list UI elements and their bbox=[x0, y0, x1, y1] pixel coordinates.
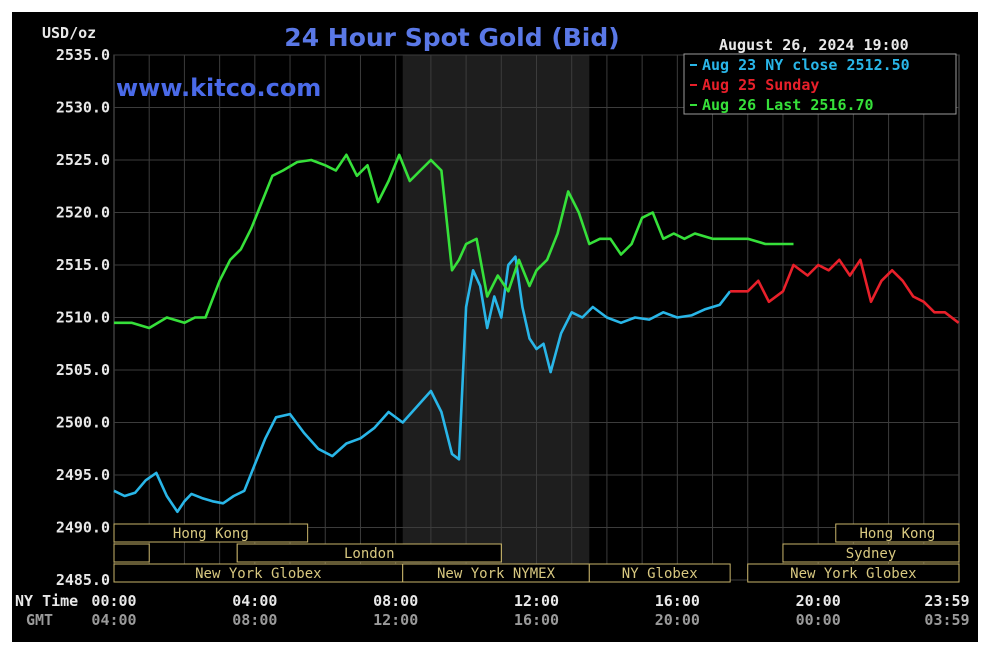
y-unit-label: USD/oz bbox=[42, 24, 96, 42]
series-line-aug-26 bbox=[114, 153, 794, 330]
session-sydney-label: Sydney bbox=[846, 546, 897, 562]
x-tick-label-gmt: 08:00 bbox=[232, 611, 277, 629]
session-new-york-globex-label: New York Globex bbox=[790, 566, 916, 582]
x-tick-label-ny: 23:59 bbox=[924, 592, 969, 610]
session-new-york-globex-label: New York Globex bbox=[195, 566, 321, 582]
x-tick-label-gmt: 03:59 bbox=[924, 611, 969, 629]
y-tick-label: 2505.0 bbox=[56, 361, 110, 379]
y-tick-label: 2530.0 bbox=[56, 99, 110, 117]
y-tick-label: 2520.0 bbox=[56, 204, 110, 222]
session-hong-kong-label: Hong Kong bbox=[859, 526, 935, 542]
session-new-york-nymex-label: New York NYMEX bbox=[437, 566, 556, 582]
session-hong-kong-box bbox=[835, 523, 960, 543]
session-hong-kong-label: Hong Kong bbox=[173, 526, 249, 542]
x-tick-label-ny: 16:00 bbox=[655, 592, 700, 610]
x-tick-label-ny: 20:00 bbox=[796, 592, 841, 610]
y-tick-label: 2485.0 bbox=[56, 571, 110, 589]
ny-time-label: NY Time bbox=[15, 592, 78, 610]
x-tick-label-gmt: 12:00 bbox=[373, 611, 418, 629]
y-tick-label: 2515.0 bbox=[56, 256, 110, 274]
timestamp: August 26, 2024 19:00 bbox=[719, 36, 909, 54]
legend-entry: Aug 25 Sunday bbox=[702, 76, 819, 94]
session-ny-globex-label: NY Globex bbox=[622, 566, 698, 582]
session-hong-kong-box bbox=[113, 523, 309, 543]
series-line-aug-23 bbox=[113, 255, 732, 514]
legend-entry: Aug 26 Last 2516.70 bbox=[702, 96, 874, 114]
session-new-york-globex-box bbox=[747, 563, 960, 583]
x-tick-label-ny: 04:00 bbox=[232, 592, 277, 610]
x-tick-label-ny: 00:00 bbox=[91, 592, 136, 610]
y-tick-label: 2525.0 bbox=[56, 151, 110, 169]
chart-title: 24 Hour Spot Gold (Bid) bbox=[284, 23, 619, 52]
y-tick-label: 2500.0 bbox=[56, 414, 110, 432]
session-london-label: London bbox=[344, 546, 395, 562]
session-london-box bbox=[236, 543, 502, 563]
x-tick-label-gmt: 20:00 bbox=[655, 611, 700, 629]
session-ny-globex-box bbox=[588, 563, 731, 583]
chart-frame: Hong Kong Hong Kong London Sydney New York G… bbox=[12, 12, 978, 642]
gmt-label: GMT bbox=[26, 611, 53, 629]
y-tick-label: 2535.0 bbox=[56, 46, 110, 64]
x-tick-label-gmt: 00:00 bbox=[796, 611, 841, 629]
legend-entry: Aug 23 NY close 2512.50 bbox=[702, 56, 910, 74]
y-tick-label: 2490.0 bbox=[56, 519, 110, 537]
session-segment-box bbox=[113, 543, 150, 563]
series-line-aug-25 bbox=[730, 258, 960, 324]
x-tick-label-gmt: 04:00 bbox=[91, 611, 136, 629]
y-tick-label: 2510.0 bbox=[56, 309, 110, 327]
x-tick-label-ny: 12:00 bbox=[514, 592, 559, 610]
site-watermark: www.kitco.com bbox=[116, 74, 321, 102]
gold-chart: Hong Kong Hong Kong London Sydney New York G… bbox=[15, 23, 970, 629]
legend-box bbox=[683, 53, 957, 115]
y-tick-label: 2495.0 bbox=[56, 466, 110, 484]
x-tick-label-ny: 08:00 bbox=[373, 592, 418, 610]
x-tick-label-gmt: 16:00 bbox=[514, 611, 559, 629]
session-sydney-box bbox=[782, 543, 960, 563]
